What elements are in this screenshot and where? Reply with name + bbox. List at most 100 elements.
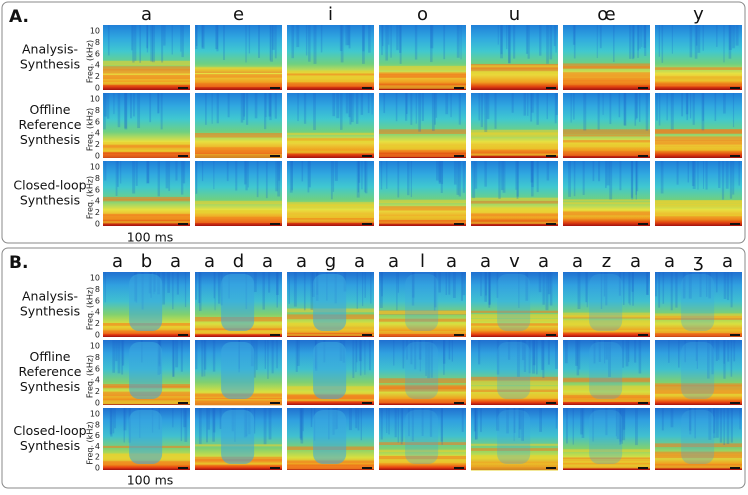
scale-mark	[638, 334, 648, 336]
texture	[157, 93, 159, 114]
texture	[458, 93, 461, 125]
texture	[414, 340, 417, 370]
texture	[385, 25, 388, 61]
texture	[267, 340, 269, 379]
spectrogram	[655, 272, 742, 337]
texture	[726, 408, 730, 445]
texture	[600, 272, 603, 310]
consonant	[589, 274, 623, 331]
texture	[502, 161, 506, 193]
texture	[608, 340, 611, 377]
texture	[301, 161, 304, 182]
scale-mark	[454, 155, 464, 157]
texture	[271, 340, 274, 374]
formant-band	[471, 463, 558, 467]
formant-band	[195, 398, 282, 402]
consonant	[497, 274, 531, 331]
column-label: o	[417, 4, 428, 25]
formant-band	[103, 60, 190, 66]
texture	[536, 340, 538, 375]
column-label: u	[509, 4, 520, 25]
texture	[726, 272, 730, 301]
texture	[175, 161, 178, 181]
texture	[414, 25, 418, 60]
scale-mark	[730, 155, 740, 157]
texture	[397, 161, 400, 198]
texture	[696, 340, 698, 369]
texture	[336, 93, 340, 119]
formant-band	[563, 395, 650, 399]
formant-band	[379, 74, 466, 78]
texture	[171, 25, 173, 55]
formant-band	[563, 211, 650, 216]
formant-band	[655, 332, 742, 337]
texture	[583, 93, 587, 131]
texture	[515, 161, 517, 190]
scale-mark	[270, 87, 280, 89]
texture	[513, 408, 516, 433]
formant-band	[195, 210, 282, 213]
texture	[201, 25, 205, 49]
formant-band	[655, 84, 742, 87]
texture	[631, 272, 634, 292]
texture	[508, 25, 511, 64]
formant-band	[471, 323, 558, 326]
texture	[330, 161, 333, 200]
texture	[638, 340, 642, 374]
texture	[288, 272, 290, 304]
texture	[707, 340, 710, 379]
column-label: l	[420, 251, 425, 272]
texture	[253, 408, 256, 434]
y-tick-label: 2	[95, 72, 100, 81]
texture	[303, 272, 306, 311]
texture	[547, 340, 550, 365]
formant-band	[287, 70, 374, 76]
texture	[568, 161, 571, 197]
texture	[460, 25, 462, 60]
texture	[115, 161, 118, 196]
y-tick-label: 10	[90, 27, 100, 36]
texture	[295, 340, 298, 372]
row-label: Closed-loop	[13, 178, 86, 193]
y-tick-label: 4	[95, 376, 100, 385]
texture	[334, 161, 338, 181]
texture	[272, 25, 275, 50]
spectrogram	[471, 408, 558, 470]
column-label: a	[141, 4, 152, 25]
column-label: i	[328, 4, 333, 25]
texture	[708, 272, 711, 299]
formant-band	[655, 67, 742, 70]
texture	[525, 25, 529, 54]
texture	[307, 161, 310, 193]
texture	[438, 161, 442, 183]
texture	[206, 408, 208, 443]
scale-mark	[454, 87, 464, 89]
texture	[348, 93, 351, 118]
texture	[440, 408, 443, 442]
texture	[397, 272, 399, 293]
texture	[687, 161, 689, 183]
texture	[359, 340, 362, 376]
texture	[723, 93, 726, 114]
formant-band	[103, 221, 190, 224]
texture	[448, 340, 451, 360]
texture	[631, 161, 634, 200]
texture	[528, 340, 531, 374]
column-label: y	[693, 4, 704, 25]
formant-band	[563, 134, 650, 137]
texture	[694, 25, 698, 59]
formant-band	[471, 448, 558, 451]
texture	[438, 272, 441, 293]
texture	[364, 272, 366, 298]
texture	[721, 161, 725, 200]
row-label: Offline	[29, 349, 70, 364]
texture	[516, 161, 519, 197]
texture	[418, 93, 421, 132]
column-label: a	[204, 251, 215, 272]
texture	[684, 340, 686, 363]
texture	[727, 340, 730, 362]
texture	[634, 408, 638, 446]
texture	[532, 340, 536, 366]
texture	[299, 408, 302, 439]
formant-band	[471, 389, 558, 393]
